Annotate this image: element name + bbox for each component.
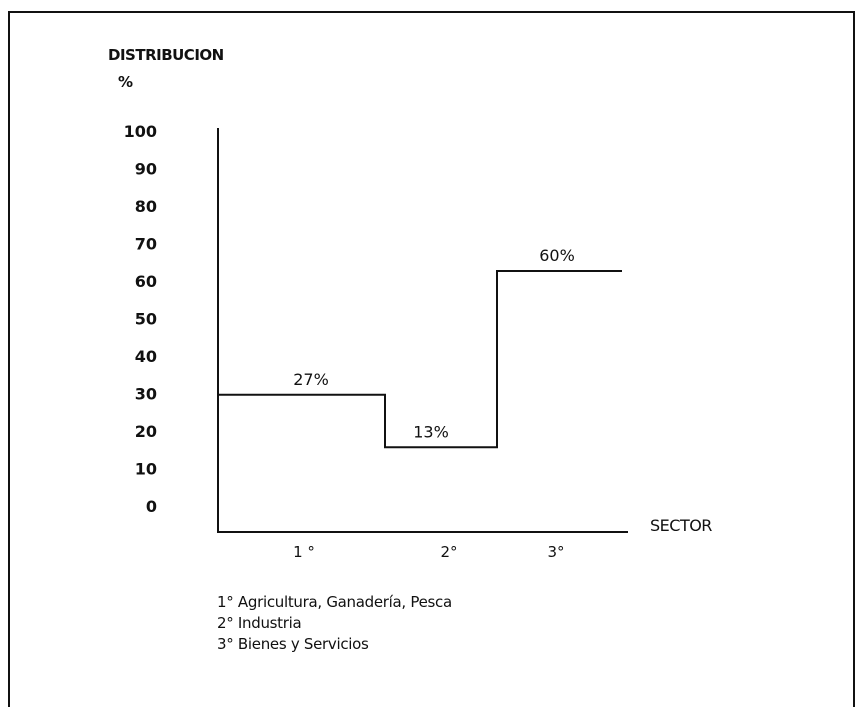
y-tick-label: 20 [135, 422, 157, 441]
y-axis-label-line2: % [118, 73, 133, 91]
series-step-line [218, 270, 622, 449]
y-tick-label: 50 [135, 310, 157, 329]
category-label: 3° [547, 543, 564, 561]
y-tick-label: 70 [135, 235, 157, 254]
y-tick-label: 10 [135, 460, 157, 479]
y-tick-label: 100 [124, 122, 157, 141]
value-label: 13% [413, 422, 449, 441]
legend: 1° Agricultura, Ganadería, Pesca 2° Indu… [217, 592, 452, 655]
y-tick-label: 60 [135, 272, 157, 291]
y-tick-label: 90 [135, 160, 157, 179]
x-axis-label: SECTOR [650, 516, 712, 535]
category-labels: 1 ° 2° 3° [293, 543, 564, 561]
y-tick-label: 80 [135, 197, 157, 216]
value-label: 27% [293, 370, 329, 389]
legend-item: 1° Agricultura, Ganadería, Pesca [217, 593, 452, 611]
y-axis-label-line1: DISTRIBUCION [108, 46, 224, 64]
category-label: 1 ° [293, 543, 315, 561]
y-tick-label: 40 [135, 347, 157, 366]
value-labels: 27% 13% 60% [293, 246, 575, 441]
value-label: 60% [539, 246, 575, 265]
y-tick-label: 0 [146, 497, 157, 516]
legend-item: 2° Industria [217, 614, 302, 632]
legend-item: 3° Bienes y Servicios [217, 635, 369, 653]
category-label: 2° [440, 543, 457, 561]
y-tick-label: 30 [135, 385, 157, 404]
figure-frame [8, 11, 855, 707]
